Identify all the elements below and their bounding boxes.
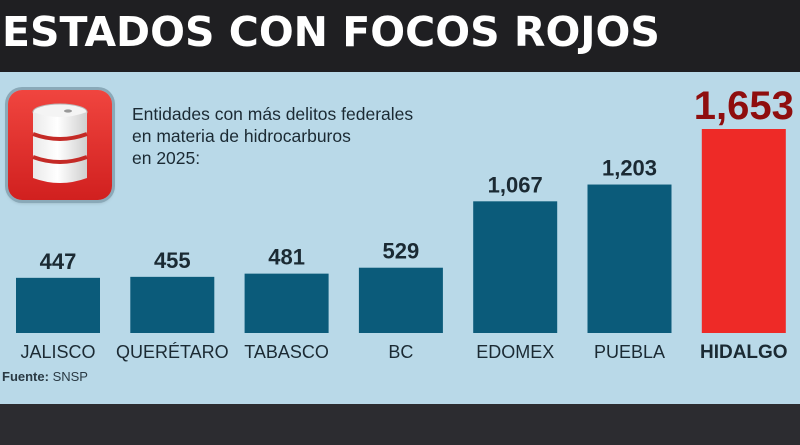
bar-5 [587, 184, 672, 333]
source-note: Fuente: SNSP [2, 369, 88, 384]
source-value: SNSP [52, 369, 88, 384]
category-label-3: BC [388, 342, 413, 362]
oil-barrel-icon [8, 90, 112, 200]
category-label-5: PUEBLA [594, 342, 665, 362]
value-label-2: 481 [268, 245, 305, 270]
bar-3 [358, 267, 443, 333]
value-label-3: 529 [383, 239, 420, 264]
bar-0 [16, 277, 100, 333]
chart-subtitle: Entidades con más delitos federales en m… [132, 103, 452, 169]
category-label-4: EDOMEX [476, 342, 554, 362]
title-bar: ESTADOS CON FOCOS ROJOS [0, 0, 800, 72]
source-label: Fuente: [2, 369, 49, 384]
category-label-2: TABASCO [244, 342, 329, 362]
bar-4 [473, 201, 558, 333]
footer-bar [0, 404, 800, 445]
value-label-5: 1,203 [602, 156, 657, 181]
category-label-1: QUERÉTARO [116, 342, 229, 362]
bar-1 [130, 276, 215, 333]
bar-2 [244, 273, 329, 333]
subtitle-line-1: Entidades con más delitos federales [132, 104, 414, 124]
page-title: ESTADOS CON FOCOS ROJOS [2, 8, 660, 56]
value-label-6: 1,653 [694, 84, 794, 128]
value-label-0: 447 [40, 249, 77, 274]
value-label-4: 1,067 [488, 172, 543, 197]
subtitle-line-3: en 2025: [132, 148, 201, 168]
category-label-0: JALISCO [20, 342, 95, 362]
bar-6 [701, 129, 786, 333]
subtitle-line-2: en materia de hidrocarburos [132, 126, 351, 146]
category-label-6: HIDALGO [700, 342, 788, 363]
value-label-1: 455 [154, 248, 191, 273]
